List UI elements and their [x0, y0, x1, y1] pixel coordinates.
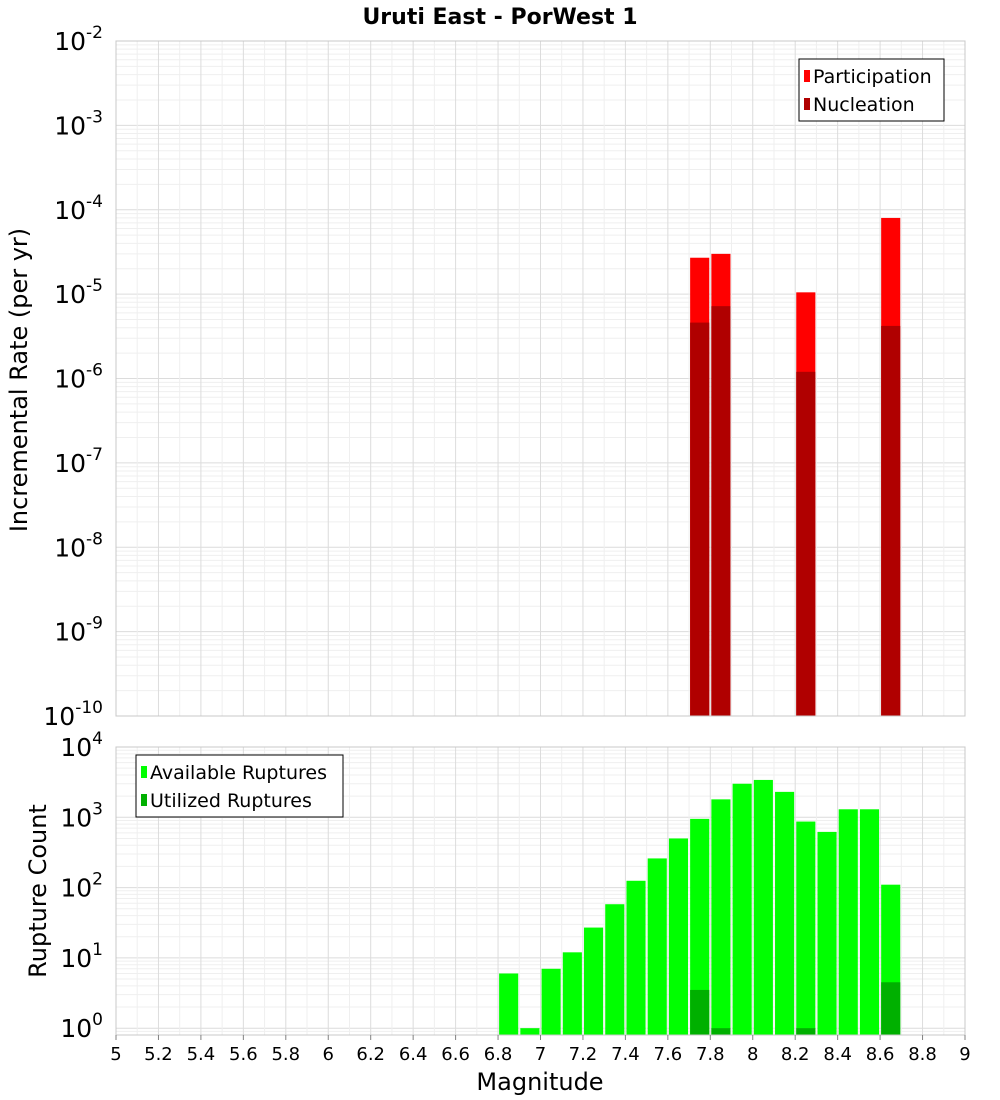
available-ruptures-bar	[668, 838, 689, 1035]
y-tick-label: 10-2	[54, 23, 103, 56]
y-tick-label: 101	[60, 940, 103, 973]
rate-panel: 10-10 10-9 10-8 10-7 10-6 10-5 10-4 10-3 10-2 In…	[5, 23, 966, 731]
available-ruptures-bar	[732, 783, 752, 1035]
y-tick-label: 10-4	[54, 192, 103, 225]
nucleation-bar	[711, 306, 731, 716]
legend-box	[798, 58, 945, 122]
rate-legend: Participation Nucleation	[798, 58, 945, 122]
rate-y-axis-label: Incremental Rate (per yr)	[5, 228, 33, 532]
legend-swatch	[804, 70, 810, 82]
available-ruptures-bar	[690, 818, 710, 1035]
x-tick-label: 7.4	[611, 1044, 640, 1065]
nucleation-bar	[690, 322, 710, 716]
x-tick-label: 8.2	[781, 1044, 810, 1065]
count-y-tick-labels: 100 101 102 103 104	[60, 729, 103, 1043]
x-tick-label: 7	[535, 1044, 546, 1065]
y-tick-label: 10-6	[54, 361, 103, 394]
y-tick-label: 103	[60, 799, 103, 832]
available-ruptures-bar	[775, 791, 795, 1035]
y-tick-label: 10-3	[54, 107, 103, 140]
available-ruptures-bar	[647, 858, 667, 1035]
x-tick-label: 8.8	[908, 1044, 937, 1065]
available-ruptures-bar	[541, 968, 561, 1035]
x-tick-label: 6.6	[441, 1044, 470, 1065]
available-ruptures-bar	[626, 880, 646, 1035]
legend-swatch	[141, 794, 147, 806]
y-tick-label: 10-7	[54, 445, 103, 478]
magnitude-axis-label: Magnitude	[476, 1068, 603, 1096]
x-tick-label: 6.2	[356, 1044, 385, 1065]
x-tick-label: 5.6	[229, 1044, 258, 1065]
y-tick-label: 10-9	[54, 614, 103, 647]
rate-y-tick-labels: 10-10 10-9 10-8 10-7 10-6 10-5 10-4 10-3 10-2	[43, 23, 103, 731]
available-ruptures-bar	[520, 1028, 540, 1035]
utilized-ruptures-bar	[711, 1028, 731, 1035]
chart-title: Uruti East - PorWest 1	[362, 5, 637, 30]
legend-swatch	[141, 766, 147, 778]
nucleation-bar	[881, 325, 901, 716]
magnitude-tick-labels: 5 5.2 5.4 5.6 5.8 6 6.2 6.4 6.6 6.8 7 7.2 7.4 7.6 7.8 8…	[110, 1035, 971, 1065]
legend-label: Nucleation	[813, 94, 915, 116]
count-y-axis-label: Rupture Count	[24, 804, 52, 978]
x-tick-label: 5	[110, 1044, 121, 1065]
x-tick-label: 6.4	[399, 1044, 428, 1065]
y-tick-label: 10-8	[54, 529, 103, 562]
utilized-ruptures-bar	[690, 989, 710, 1035]
y-tick-label: 104	[60, 729, 103, 762]
x-tick-label: 5.2	[144, 1044, 173, 1065]
utilized-ruptures-bar	[881, 982, 901, 1035]
available-ruptures-bar	[859, 809, 880, 1035]
count-bars	[499, 779, 901, 1035]
rate-bars	[690, 217, 901, 716]
count-legend: Available Ruptures Utilized Ruptures	[135, 754, 344, 818]
available-ruptures-bar	[562, 952, 582, 1035]
y-tick-label: 100	[60, 1010, 103, 1043]
x-tick-label: 9	[959, 1044, 970, 1065]
available-ruptures-bar	[817, 831, 837, 1035]
x-tick-label: 8.6	[866, 1044, 895, 1065]
available-ruptures-bar	[796, 821, 816, 1035]
y-tick-label: 10-5	[54, 276, 103, 309]
available-ruptures-bar	[711, 799, 731, 1035]
available-ruptures-bar	[838, 809, 858, 1035]
available-ruptures-bar	[499, 973, 519, 1035]
legend-label: Participation	[813, 66, 932, 88]
legend-label: Utilized Ruptures	[150, 790, 312, 812]
available-ruptures-bar	[584, 927, 604, 1035]
rate-grid	[115, 40, 966, 717]
available-ruptures-bar	[605, 904, 625, 1035]
nucleation-bar	[796, 371, 816, 716]
x-tick-label: 6	[323, 1044, 334, 1065]
rate-plot-border	[115, 40, 966, 717]
y-tick-label: 102	[60, 870, 103, 903]
utilized-ruptures-bar	[796, 1028, 816, 1035]
count-panel: 100 101 102 103 104 5 5.2 5.4 5.6 5.8 6 6.2 6.4 6.6 6…	[24, 729, 971, 1096]
y-tick-label: 10-10	[43, 698, 103, 731]
x-tick-label: 7.8	[696, 1044, 725, 1065]
x-tick-label: 7.6	[654, 1044, 683, 1065]
legend-swatch	[804, 98, 810, 110]
x-tick-label: 7.2	[569, 1044, 598, 1065]
legend-box	[135, 754, 344, 818]
x-tick-label: 5.8	[271, 1044, 300, 1065]
x-tick-label: 8	[747, 1044, 758, 1065]
available-ruptures-bar	[753, 779, 773, 1035]
legend-label: Available Ruptures	[150, 762, 327, 784]
x-tick-label: 8.4	[823, 1044, 852, 1065]
x-tick-label: 5.4	[187, 1044, 216, 1065]
x-tick-label: 6.8	[484, 1044, 513, 1065]
